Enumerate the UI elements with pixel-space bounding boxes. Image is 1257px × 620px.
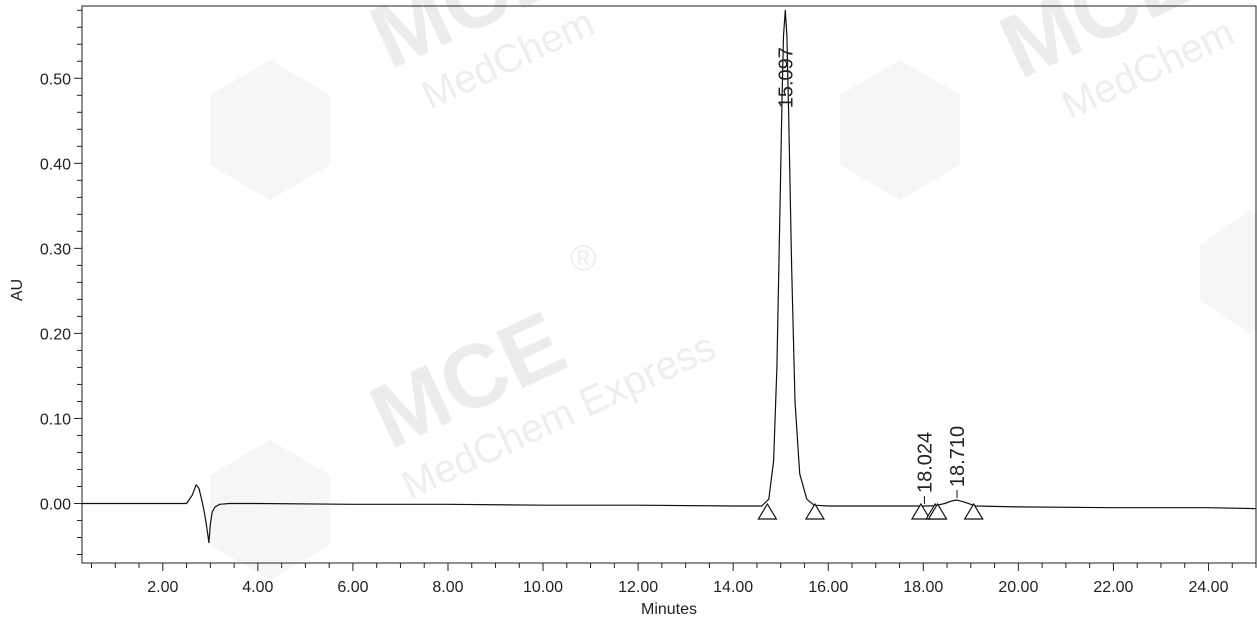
x-tick-label: 2.00 <box>147 579 178 596</box>
integration-marker <box>910 502 931 520</box>
x-tick-label: 10.00 <box>523 579 563 596</box>
y-axis: 0.00 0.10 0.20 0.30 0.40 0.50 <box>40 9 82 555</box>
x-axis: 2.00 4.00 6.00 8.00 10.00 12.00 14.00 16.00 18.0… <box>91 563 1257 596</box>
peak-label: 18.710 <box>947 426 969 487</box>
x-tick-label: 20.00 <box>998 579 1038 596</box>
watermark-registered: ® <box>570 237 597 278</box>
x-axis-title: Minutes <box>641 601 697 618</box>
watermark-logo-icon <box>210 60 1257 580</box>
plot-area <box>81 5 1257 564</box>
integration-marker <box>757 502 778 520</box>
x-tick-label: 4.00 <box>242 579 273 596</box>
y-tick-label: 0.00 <box>40 496 71 513</box>
x-tick-label: 12.00 <box>618 579 658 596</box>
peak-label: 18.024 <box>914 432 936 493</box>
integration-marker <box>963 502 984 520</box>
x-tick-label: 8.00 <box>432 579 463 596</box>
x-tick-label: 6.00 <box>337 579 368 596</box>
watermark: MCE MCE MCE MedChem MedChem MedChem Expr… <box>210 0 1257 580</box>
y-tick-label: 0.40 <box>40 156 71 173</box>
x-tick-label: 14.00 <box>713 579 753 596</box>
integration-markers <box>757 502 984 520</box>
y-tick-label: 0.50 <box>40 71 71 88</box>
integration-marker <box>927 502 948 520</box>
y-tick-label: 0.10 <box>40 411 71 428</box>
peak-label: 15.097 <box>775 47 797 108</box>
chromatogram-trace <box>82 9 1257 544</box>
y-tick-label: 0.20 <box>40 326 71 343</box>
integration-marker <box>804 502 825 520</box>
y-tick-label: 0.30 <box>40 241 71 258</box>
trace-layer <box>82 9 1257 544</box>
x-tick-label: 16.00 <box>808 579 848 596</box>
y-axis-title: AU <box>9 279 26 301</box>
x-tick-label: 24.00 <box>1188 579 1228 596</box>
x-tick-label: 18.00 <box>903 579 943 596</box>
peak-labels: 15.097 18.024 18.710 <box>775 47 969 505</box>
x-tick-label: 22.00 <box>1093 579 1133 596</box>
